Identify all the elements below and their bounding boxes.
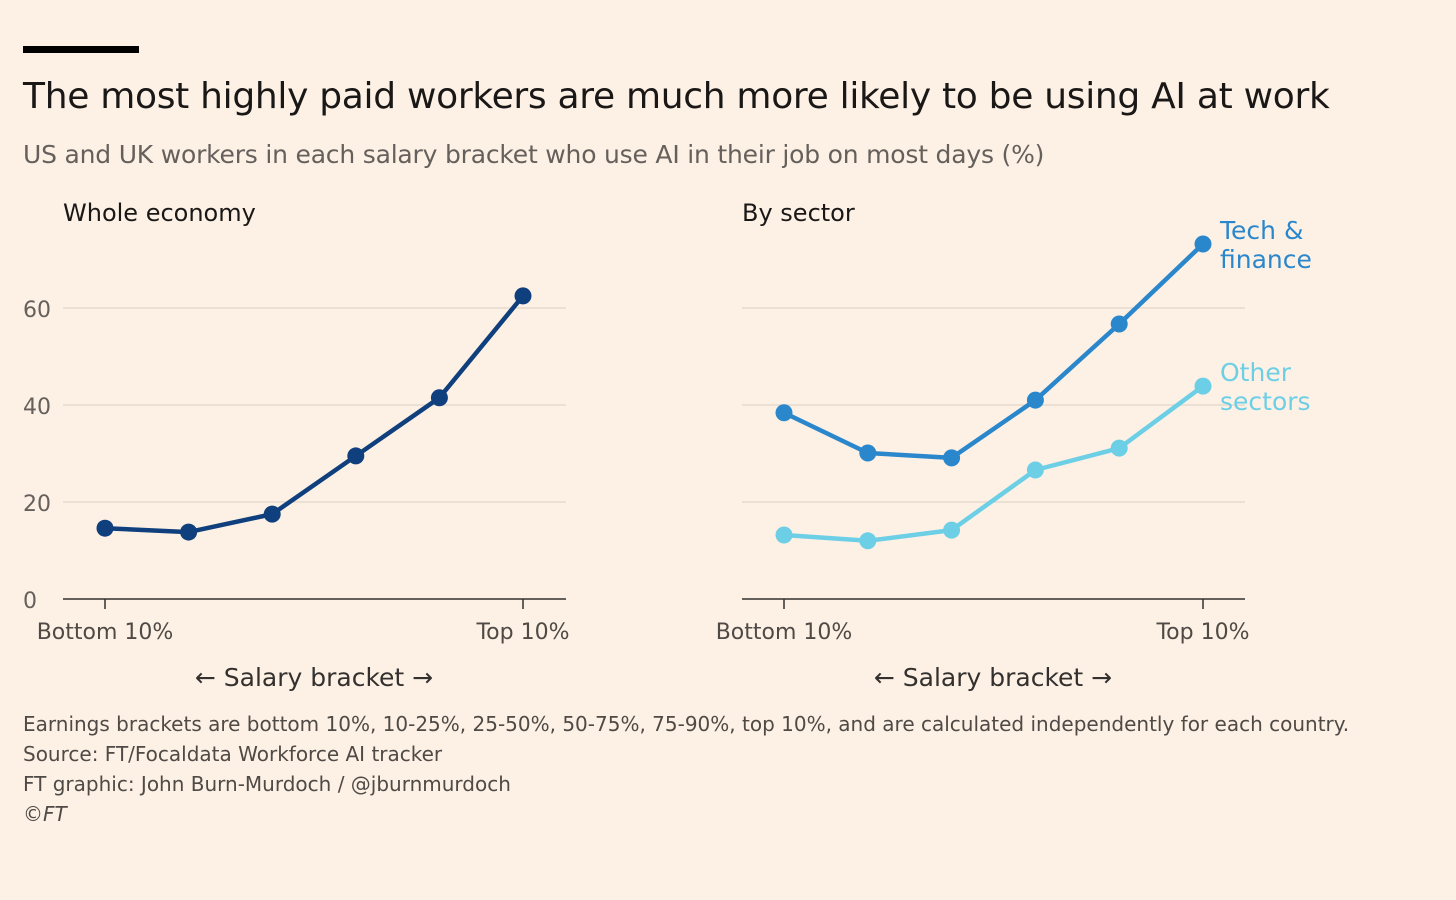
y-tick-label: 20 <box>23 492 51 517</box>
x-tick-label: Top 10% <box>1155 620 1249 645</box>
series-label: finance <box>1220 245 1312 274</box>
data-point <box>96 519 114 537</box>
note-copyright: ©FT <box>23 802 67 826</box>
series-line-other-sectors <box>783 384 1205 544</box>
x-tick-label: Bottom 10% <box>37 620 174 645</box>
data-point <box>514 287 532 305</box>
note-credit: FT graphic: John Burn-Murdoch / @jburnmu… <box>23 772 511 796</box>
chart-title: The most highly paid workers are much mo… <box>23 76 1330 117</box>
data-point <box>263 505 281 523</box>
y-tick-label: 0 <box>23 589 37 614</box>
panel-title-whole-economy: Whole economy <box>63 199 256 227</box>
data-point <box>430 389 448 407</box>
data-point <box>347 447 365 465</box>
data-point <box>1110 439 1128 457</box>
data-point <box>943 449 961 467</box>
ft-top-bar <box>23 46 139 53</box>
series-label: Other <box>1220 358 1292 387</box>
x-axis-label: ← Salary bracket → <box>195 663 433 692</box>
series-line-tech-finance <box>783 242 1205 461</box>
panel-title-by-sector: By sector <box>742 199 855 227</box>
data-point <box>1194 377 1212 395</box>
note-source: Source: FT/Focaldata Workforce AI tracke… <box>23 742 443 766</box>
data-point <box>859 532 877 550</box>
data-point <box>1110 315 1128 333</box>
x-axis-label: ← Salary bracket → <box>874 663 1112 692</box>
series-line-whole-economy <box>104 294 525 535</box>
series-label: sectors <box>1220 387 1311 416</box>
data-point <box>859 444 877 462</box>
chart-subtitle: US and UK workers in each salary bracket… <box>23 140 1045 169</box>
data-point <box>1026 391 1044 409</box>
x-tick-label: Top 10% <box>475 620 569 645</box>
data-point <box>1026 461 1044 479</box>
data-point <box>943 521 961 539</box>
data-point <box>180 523 198 541</box>
data-point <box>775 526 793 544</box>
series-label: Tech & <box>1219 216 1303 245</box>
y-tick-label: 60 <box>23 298 51 323</box>
data-point <box>775 404 793 422</box>
x-tick-label: Bottom 10% <box>716 620 853 645</box>
note-brackets: Earnings brackets are bottom 10%, 10-25%… <box>23 712 1350 736</box>
y-tick-label: 40 <box>23 395 51 420</box>
data-point <box>1194 235 1212 253</box>
